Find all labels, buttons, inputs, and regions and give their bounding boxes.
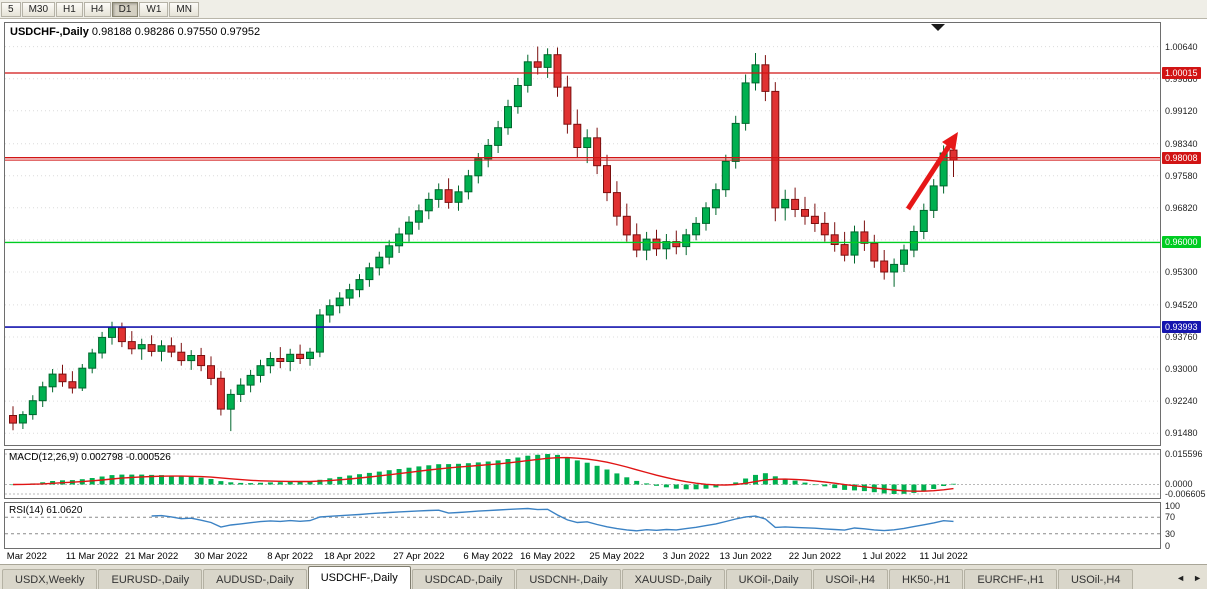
trend-arrow[interactable]	[905, 132, 958, 211]
date-label: 13 Jun 2022	[719, 551, 772, 562]
chart-tab-bar: USDX,Weekly EURUSD-,Daily AUDUSD-,Daily USD…	[0, 564, 1207, 589]
shift-marker-icon	[931, 24, 945, 31]
date-label: 18 Apr 2022	[323, 551, 376, 562]
price-tick-label: 0.93000	[1165, 364, 1198, 375]
price-tick-label: 0.98340	[1165, 138, 1198, 149]
main-chart-panel[interactable]: USDCHF-,Daily 0.98188 0.98286 0.97550 0.…	[4, 22, 1161, 446]
rsi-chart	[5, 507, 1160, 535]
price-tick-label: 0.92240	[1165, 396, 1198, 407]
chart-tab-eurusddaily[interactable]: EURUSD-,Daily	[98, 569, 203, 589]
price-tick-label: 0.97580	[1165, 170, 1198, 181]
chart-tab-hk50h1[interactable]: HK50-,H1	[889, 569, 964, 589]
price-tick-label: 0.91480	[1165, 428, 1198, 439]
chart-tab-xauusddaily[interactable]: XAUUSD-,Daily	[621, 569, 725, 589]
chart-tabs: USDX,Weekly EURUSD-,Daily AUDUSD-,Daily USD…	[2, 565, 1134, 589]
macd-scale-label: 0.015596	[1165, 449, 1203, 459]
candles	[9, 46, 958, 432]
rsi-scale-label: 0	[1165, 541, 1171, 551]
macd-scale-label: -0.006605	[1165, 489, 1206, 499]
rsi-line	[151, 507, 954, 532]
candlestick-chart[interactable]	[5, 23, 1160, 445]
macd-histogram	[10, 454, 956, 494]
macd-signal-line	[12, 456, 954, 492]
rsi-scale-label: 70	[1165, 512, 1176, 523]
tab-scroll-buttons: ◄ ►	[1176, 573, 1202, 583]
timeframe-button-h4[interactable]: H4	[83, 1, 111, 17]
tabs-scroll-left-icon[interactable]: ◄	[1176, 573, 1186, 583]
price-level-badge: 0.96000	[1162, 236, 1201, 249]
price-tick-label: 1.00640	[1165, 41, 1198, 52]
macd-scale-label: 0.0000	[1165, 479, 1193, 490]
chart-tab-usdchfdaily[interactable]: USDCHF-,Daily	[307, 566, 411, 589]
macd-chart	[5, 453, 1160, 495]
chart-tab-audusddaily[interactable]: AUDUSD-,Daily	[203, 569, 307, 589]
price-level-badge: 0.93993	[1162, 321, 1201, 334]
macd-gridlines	[5, 453, 1160, 495]
chart-tab-usdcnhdaily[interactable]: USDCNH-,Daily	[516, 569, 621, 589]
timeframe-button-w1[interactable]: W1	[139, 1, 169, 17]
date-label: 11 Jul 2022	[919, 551, 968, 562]
date-label: 6 May 2022	[463, 551, 514, 562]
price-gridlines	[5, 46, 1160, 434]
rsi-level-lines	[5, 516, 1160, 535]
date-label: 1 Jul 2022	[862, 551, 907, 562]
rsi-indicator-panel[interactable]: RSI(14) 61.0620	[4, 502, 1161, 549]
chart-tab-usdcaddaily[interactable]: USDCAD-,Daily	[411, 569, 516, 589]
date-label: 2 Mar 2022	[4, 551, 47, 562]
timeframe-button-m30[interactable]: M30	[21, 1, 56, 17]
date-label: 30 Mar 2022	[194, 551, 248, 562]
timeframe-button-d1[interactable]: D1	[111, 1, 139, 17]
chart-tab-ukoildaily[interactable]: UKOil-,Daily	[725, 569, 812, 589]
date-label: 3 Jun 2022	[662, 551, 710, 562]
timeframe-button-mn[interactable]: MN	[169, 1, 199, 17]
chart-tab-eurchfh1[interactable]: EURCHF-,H1	[964, 569, 1057, 589]
price-tick-label: 0.95300	[1165, 266, 1198, 277]
date-label: 21 Mar 2022	[124, 551, 179, 562]
price-tick-label: 0.94520	[1165, 299, 1198, 310]
date-label: 25 May 2022	[589, 551, 645, 562]
macd-indicator-panel[interactable]: MACD(12,26,9) 0.002798 -0.000526	[4, 449, 1161, 499]
horizontal-level-lines[interactable]	[5, 72, 1160, 328]
date-label: 8 Apr 2022	[267, 551, 314, 562]
chart-tab-usoilh4[interactable]: USOil-,H4	[812, 569, 889, 589]
chart-tab-usoilh4[interactable]: USOil-,H4	[1057, 569, 1134, 589]
timeframe-button-h1[interactable]: H1	[56, 1, 83, 17]
rsi-scale-label: 100	[1165, 501, 1181, 511]
price-level-badge: 1.00015	[1162, 67, 1201, 79]
timeframe-button-5[interactable]: 5	[1, 1, 21, 17]
price-tick-label: 0.99120	[1165, 105, 1198, 116]
timeframe-toolbar: 5 M30 H1 H4 D1 W1 MN	[0, 0, 1207, 19]
price-level-badge: 0.98008	[1162, 151, 1201, 164]
price-tick-label: 0.96820	[1165, 202, 1198, 213]
tabs-scroll-right-icon[interactable]: ►	[1193, 573, 1202, 583]
price-tick-label: 0.93760	[1165, 331, 1198, 342]
date-label: 16 May 2022	[520, 551, 576, 562]
date-label: 22 Jun 2022	[788, 551, 842, 562]
rsi-scale-label: 30	[1165, 528, 1176, 539]
chart-tab-usdxweekly[interactable]: USDX,Weekly	[2, 569, 98, 589]
date-label: 27 Apr 2022	[393, 551, 445, 562]
date-axis: 2 Mar 2022 11 Mar 2022 21 Mar 2022 30 Mar 2…	[4, 549, 1207, 563]
price-scale[interactable]: 1.006400.998800.991200.983400.975800.968…	[1161, 22, 1207, 551]
date-label: 11 Mar 2022	[65, 551, 119, 562]
